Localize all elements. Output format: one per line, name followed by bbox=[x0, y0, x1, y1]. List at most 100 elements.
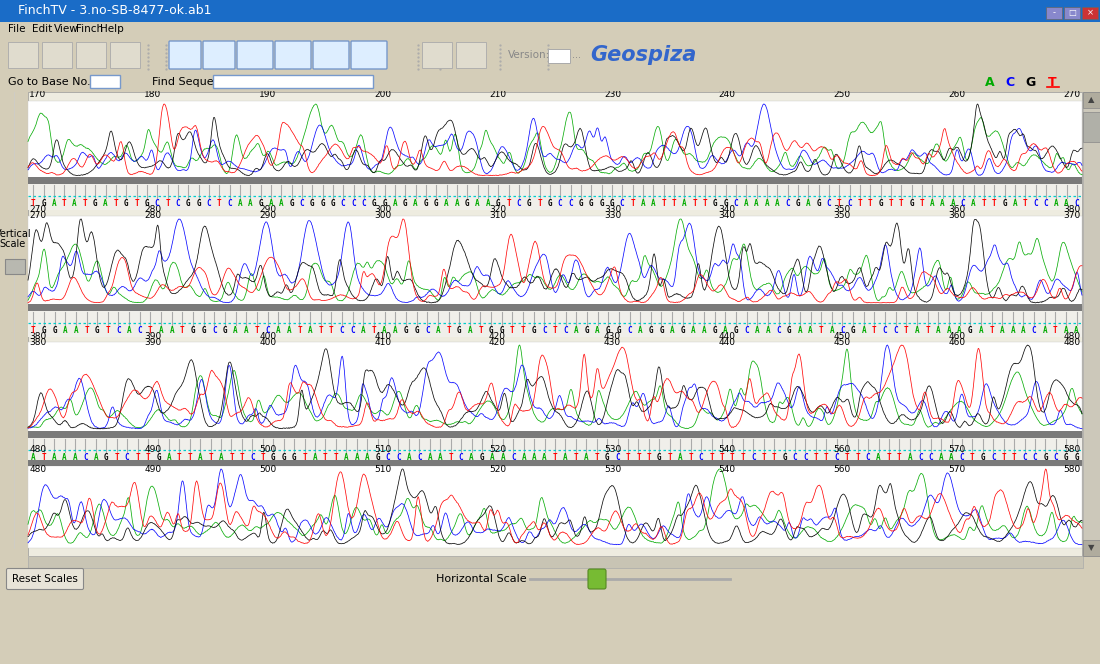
Text: T: T bbox=[333, 453, 338, 462]
Text: 480: 480 bbox=[30, 445, 46, 454]
Text: 430: 430 bbox=[604, 332, 622, 341]
Text: A: A bbox=[1012, 199, 1018, 208]
Text: T: T bbox=[323, 453, 328, 462]
Text: C: C bbox=[803, 453, 807, 462]
Text: A: A bbox=[1000, 326, 1004, 335]
Text: A: A bbox=[308, 326, 312, 335]
Text: 560: 560 bbox=[834, 445, 850, 454]
Text: G: G bbox=[980, 453, 986, 462]
Text: A: A bbox=[52, 453, 56, 462]
Text: T: T bbox=[261, 453, 265, 462]
Bar bbox=[1084, 112, 1100, 142]
Text: 340: 340 bbox=[718, 211, 736, 220]
Text: G: G bbox=[433, 199, 439, 208]
Text: T: T bbox=[240, 453, 244, 462]
Text: G: G bbox=[42, 326, 46, 335]
Text: A: A bbox=[949, 453, 954, 462]
Text: C: C bbox=[155, 199, 160, 208]
Text: G: G bbox=[1025, 76, 1035, 88]
Bar bbox=[28, 431, 1082, 438]
Text: 480: 480 bbox=[1064, 332, 1080, 341]
Text: T: T bbox=[148, 326, 153, 335]
Text: 410: 410 bbox=[374, 338, 392, 347]
Text: T: T bbox=[904, 326, 909, 335]
Text: G: G bbox=[878, 199, 883, 208]
Text: T: T bbox=[668, 453, 672, 462]
Text: T: T bbox=[647, 453, 651, 462]
Text: T: T bbox=[989, 326, 993, 335]
Text: C: C bbox=[751, 453, 756, 462]
Text: T: T bbox=[506, 199, 510, 208]
Text: 380: 380 bbox=[1064, 205, 1080, 214]
Text: C: C bbox=[117, 326, 121, 335]
Text: A: A bbox=[169, 326, 174, 335]
Text: G: G bbox=[456, 326, 462, 335]
Text: A: A bbox=[383, 326, 387, 335]
Text: A: A bbox=[244, 326, 249, 335]
Text: G: G bbox=[499, 326, 504, 335]
Text: T: T bbox=[329, 326, 333, 335]
Text: G: G bbox=[816, 199, 821, 208]
Text: C: C bbox=[558, 199, 562, 208]
FancyBboxPatch shape bbox=[236, 41, 273, 69]
Text: A: A bbox=[491, 453, 495, 462]
Text: A: A bbox=[219, 453, 223, 462]
Text: T: T bbox=[520, 326, 526, 335]
Text: T: T bbox=[31, 199, 35, 208]
Text: T: T bbox=[165, 199, 169, 208]
Text: T: T bbox=[689, 453, 693, 462]
Text: A: A bbox=[936, 326, 940, 335]
Text: 330: 330 bbox=[604, 211, 622, 220]
Text: G: G bbox=[588, 199, 594, 208]
Bar bbox=[28, 216, 1082, 306]
Text: T: T bbox=[573, 453, 579, 462]
Text: A: A bbox=[908, 453, 912, 462]
Text: 430: 430 bbox=[604, 338, 622, 347]
Text: G: G bbox=[415, 326, 419, 335]
Text: 380: 380 bbox=[30, 332, 46, 341]
Text: A: A bbox=[798, 326, 802, 335]
Text: 570: 570 bbox=[948, 465, 966, 474]
Text: C: C bbox=[1054, 453, 1058, 462]
Text: T: T bbox=[636, 453, 641, 462]
Text: G: G bbox=[786, 326, 792, 335]
Text: 270: 270 bbox=[30, 211, 46, 220]
Text: G: G bbox=[617, 326, 621, 335]
Text: C: C bbox=[734, 199, 738, 208]
Text: 300: 300 bbox=[374, 211, 392, 220]
Text: A: A bbox=[755, 326, 760, 335]
Text: C: C bbox=[615, 453, 620, 462]
Text: T: T bbox=[177, 453, 182, 462]
Text: T: T bbox=[180, 326, 185, 335]
Text: T: T bbox=[887, 453, 891, 462]
Text: G: G bbox=[289, 199, 294, 208]
Text: C: C bbox=[124, 453, 130, 462]
Text: A: A bbox=[766, 326, 770, 335]
Text: 490: 490 bbox=[144, 445, 162, 454]
Text: 270: 270 bbox=[30, 205, 46, 214]
Text: T: T bbox=[824, 453, 828, 462]
Text: 350: 350 bbox=[834, 211, 850, 220]
Text: C: C bbox=[917, 453, 923, 462]
Text: T: T bbox=[302, 453, 307, 462]
Text: A: A bbox=[73, 199, 77, 208]
Text: A: A bbox=[957, 326, 961, 335]
Text: G: G bbox=[95, 326, 99, 335]
Text: G: G bbox=[282, 453, 286, 462]
Text: 200: 200 bbox=[374, 90, 392, 99]
Text: A: A bbox=[764, 199, 769, 208]
Text: 250: 250 bbox=[834, 90, 850, 99]
Text: A: A bbox=[470, 453, 474, 462]
Text: G: G bbox=[713, 326, 717, 335]
Text: C: C bbox=[340, 326, 344, 335]
Text: T: T bbox=[837, 199, 842, 208]
FancyBboxPatch shape bbox=[169, 41, 201, 69]
Text: T: T bbox=[992, 199, 997, 208]
FancyBboxPatch shape bbox=[588, 569, 606, 589]
Text: G: G bbox=[609, 199, 614, 208]
Bar bbox=[28, 92, 1082, 556]
Text: G: G bbox=[403, 199, 407, 208]
Text: G: G bbox=[404, 326, 408, 335]
Text: G: G bbox=[330, 199, 336, 208]
Text: C: C bbox=[826, 199, 832, 208]
